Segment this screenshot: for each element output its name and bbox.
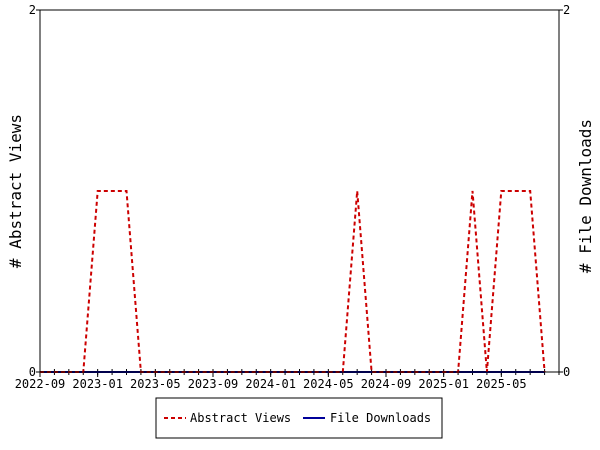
x-tick-label: 2023-05 [130,377,181,391]
y-right-tick-label: 2 [563,3,570,17]
y-axis-title-left: # Abstract Views [6,114,25,268]
y-axis-title-right: # File Downloads [576,119,595,273]
x-tick-label: 2025-01 [418,377,469,391]
legend: Abstract Views File Downloads [155,397,443,439]
y-left-tick-label: 0 [29,365,36,379]
x-tick-label: 2025-05 [476,377,527,391]
x-tick-label: 2023-01 [72,377,123,391]
legend-label-file-downloads: File Downloads [330,411,431,425]
legend-box [155,397,443,439]
x-tick-label: 2024-09 [361,377,412,391]
x-tick-label: 2023-09 [188,377,239,391]
legend-label-abstract-views: Abstract Views [190,411,291,425]
y-right-tick-label: 0 [563,365,570,379]
x-tick-label: 2024-01 [245,377,296,391]
plot-frame [39,9,560,373]
x-tick-label: 2022-09 [15,377,66,391]
x-tick-label: 2024-05 [303,377,354,391]
y-left-tick-label: 2 [29,3,36,17]
